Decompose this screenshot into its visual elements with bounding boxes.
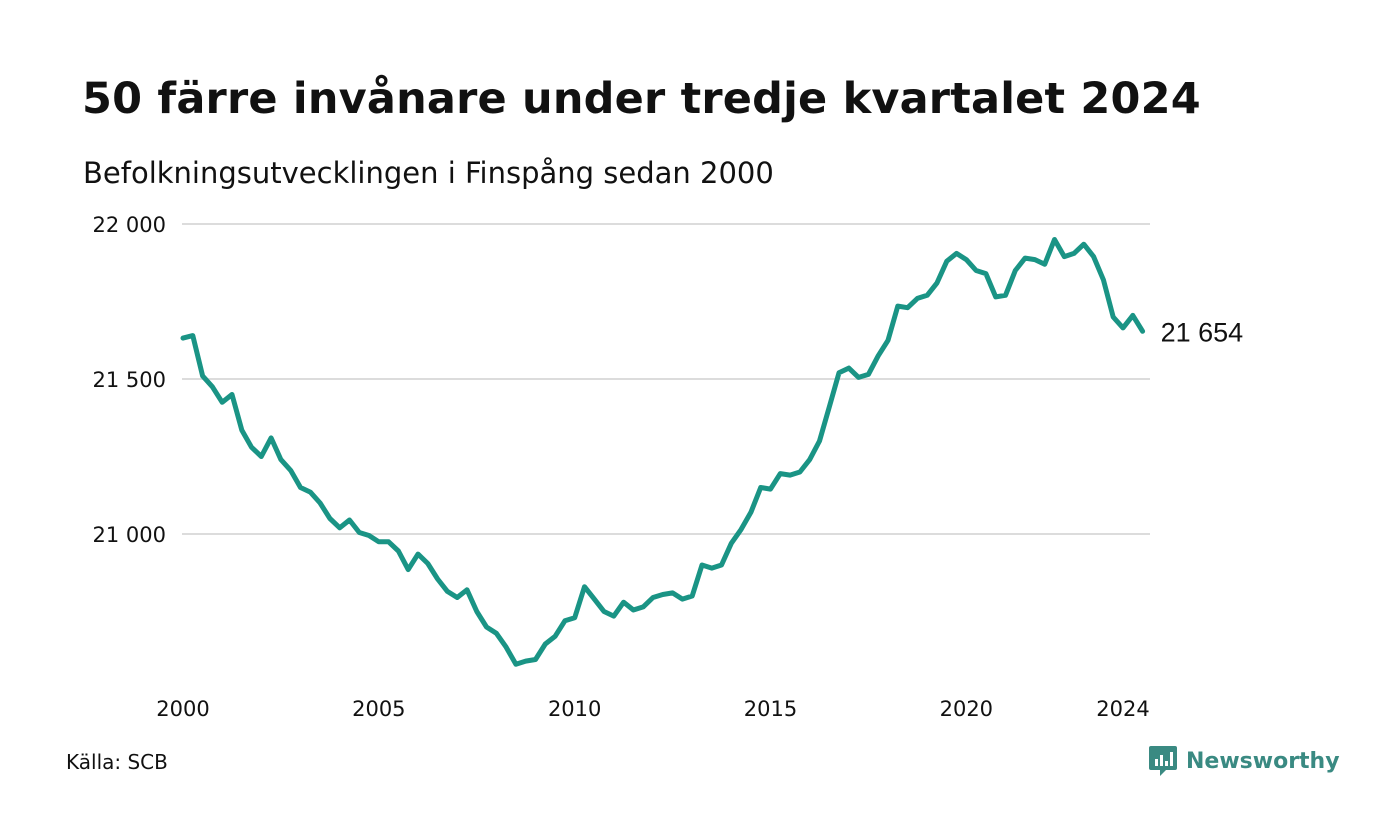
chart-subtitle: Befolkningsutvecklingen i Finspång sedan… bbox=[83, 156, 774, 190]
x-tick-label: 2024 bbox=[1096, 697, 1149, 721]
source-note: Källa: SCB bbox=[66, 750, 168, 774]
x-tick-label: 2005 bbox=[352, 697, 405, 721]
newsworthy-logo-icon bbox=[1149, 746, 1177, 776]
chart-title: 50 färre invånare under tredje kvartalet… bbox=[82, 74, 1201, 124]
y-tick-label: 21 500 bbox=[93, 368, 166, 392]
end-value-label: 21 654 bbox=[1161, 317, 1244, 347]
series-line bbox=[180, 237, 1146, 667]
x-tick-label: 2015 bbox=[744, 697, 797, 721]
brand-logo: Newsworthy bbox=[1148, 744, 1340, 778]
x-tick-label: 2020 bbox=[940, 697, 993, 721]
y-tick-label: 21 000 bbox=[93, 523, 166, 547]
x-tick-label: 2000 bbox=[156, 697, 209, 721]
x-tick-label: 2010 bbox=[548, 697, 601, 721]
brand-name: Newsworthy bbox=[1186, 748, 1340, 774]
y-tick-label: 22 000 bbox=[93, 213, 166, 237]
